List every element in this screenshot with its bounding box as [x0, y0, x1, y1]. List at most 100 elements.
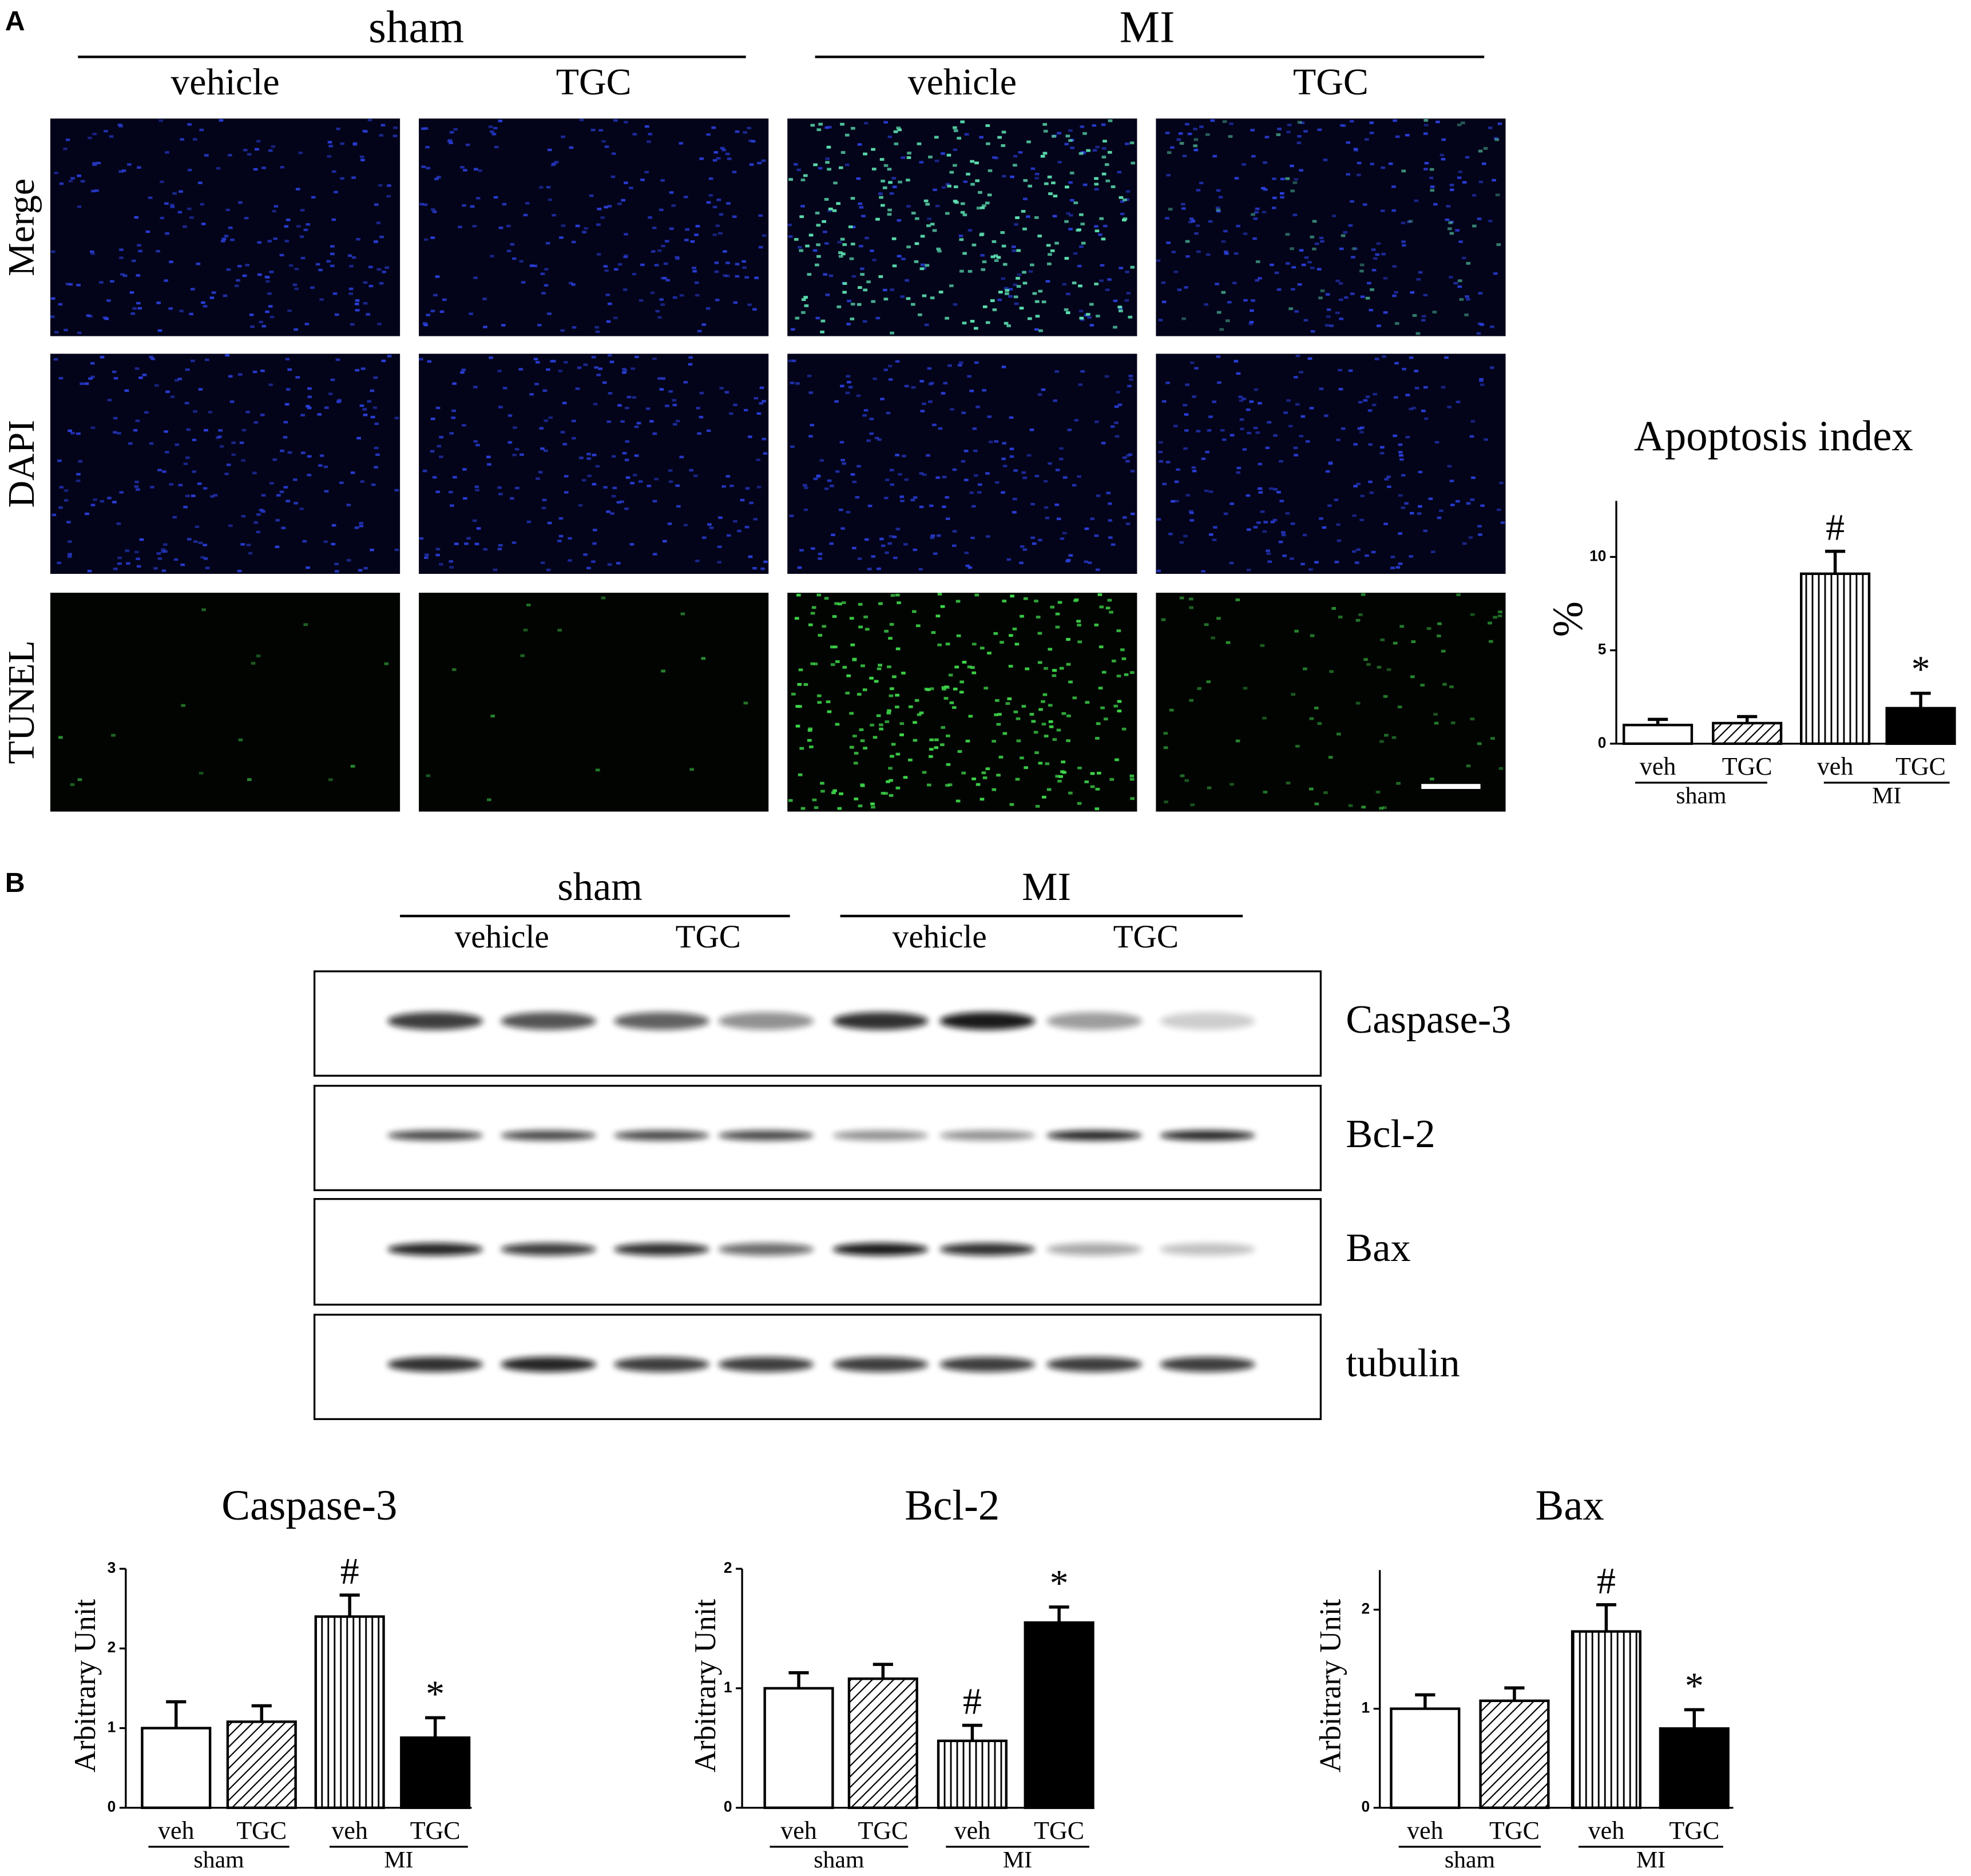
nucleus [918, 568, 923, 571]
nucleus [617, 263, 622, 266]
tunel-nucleus [1081, 241, 1086, 245]
nucleus [1360, 494, 1365, 498]
tunel-nucleus [1069, 171, 1074, 174]
nucleus [838, 508, 843, 511]
nucleus [1322, 526, 1327, 529]
group-label: MI [1872, 783, 1901, 809]
tunel-nucleus [1101, 156, 1107, 158]
tunel-nucleus [1494, 138, 1500, 141]
nucleus [1380, 209, 1385, 212]
nucleus [76, 479, 81, 482]
nucleus [804, 486, 808, 489]
nucleus [1470, 498, 1475, 501]
tunel-nucleus [1449, 232, 1454, 235]
nucleus [70, 431, 75, 435]
nucleus [858, 202, 863, 205]
y-tick-label: 2 [108, 1639, 116, 1656]
nucleus [1391, 185, 1396, 188]
nucleus [847, 299, 851, 303]
tunel-nucleus [925, 264, 930, 267]
tunel-nucleus [886, 780, 890, 783]
nucleus [1335, 311, 1340, 315]
tunel-nucleus [955, 799, 961, 803]
nucleus [295, 188, 300, 191]
tunel-nucleus [899, 722, 905, 725]
nucleus [639, 299, 644, 302]
tunel-nucleus [794, 237, 799, 241]
nucleus [1339, 247, 1344, 251]
nucleus [561, 224, 566, 227]
nucleus [162, 470, 166, 473]
nucleus [610, 512, 614, 515]
micrograph [50, 593, 400, 812]
nucleus [1201, 570, 1205, 573]
nucleus [1250, 309, 1254, 312]
tunel-nucleus [1184, 779, 1189, 782]
nucleus [812, 249, 818, 252]
nucleus [381, 359, 386, 363]
tunel-nucleus [936, 247, 941, 251]
tunel-nucleus [1363, 658, 1368, 661]
band [1159, 1243, 1256, 1256]
tunel-nucleus [815, 263, 819, 267]
nucleus [1125, 198, 1130, 201]
nucleus [203, 544, 208, 546]
tunel-nucleus [1466, 261, 1471, 265]
nucleus [1447, 465, 1452, 468]
nucleus [1185, 494, 1191, 497]
tunel-nucleus [810, 612, 815, 615]
nucleus [669, 227, 674, 230]
nucleus [988, 441, 993, 443]
nucleus [606, 420, 612, 423]
nucleus [1335, 279, 1340, 283]
nucleus [1368, 443, 1373, 446]
condition-label: TGC [1293, 61, 1369, 103]
tunel-nucleus [1104, 163, 1109, 166]
y-tick-label: 5 [1598, 641, 1607, 658]
nucleus [1390, 556, 1395, 558]
band [1046, 1243, 1143, 1256]
nucleus [827, 479, 832, 482]
nucleus [197, 482, 202, 485]
tunel-nucleus [1432, 311, 1437, 314]
nucleus [1108, 519, 1113, 522]
nucleus [919, 161, 924, 164]
tunel-nucleus [1168, 208, 1173, 211]
x-tick-label: veh [331, 1816, 367, 1845]
nucleus [1009, 455, 1014, 458]
nucleus [799, 549, 804, 552]
nucleus [621, 199, 626, 202]
nucleus [451, 417, 456, 419]
tunel-nucleus [1366, 663, 1371, 666]
nucleus [1189, 511, 1194, 514]
tunel-nucleus [1078, 284, 1082, 288]
nucleus [1373, 392, 1377, 396]
tunel-nucleus [1430, 189, 1435, 192]
tunel-nucleus [906, 179, 910, 182]
tunel-nucleus [939, 743, 945, 747]
tunel-nucleus [842, 282, 847, 285]
nucleus [269, 271, 274, 273]
nucleus [1455, 229, 1460, 232]
nucleus [1191, 466, 1196, 469]
nucleus [763, 560, 768, 564]
nucleus [974, 361, 979, 364]
nucleus [1462, 181, 1467, 184]
tunel-nucleus [1094, 183, 1099, 186]
nucleus [708, 177, 713, 180]
nucleus [68, 553, 72, 556]
tunel-nucleus [974, 161, 979, 165]
bar [226, 1720, 297, 1809]
tunel-nucleus [840, 237, 845, 241]
tunel-nucleus [919, 267, 925, 271]
nucleus [1276, 288, 1282, 291]
nucleus [763, 452, 768, 455]
tunel-nucleus [959, 238, 964, 241]
nucleus [620, 500, 624, 503]
tunel-nucleus [928, 156, 933, 158]
tunel-nucleus [965, 739, 970, 743]
nucleus [1395, 135, 1400, 138]
tunel-nucleus [1297, 121, 1302, 124]
nucleus [1173, 270, 1179, 273]
tunel-nucleus [1113, 704, 1119, 708]
